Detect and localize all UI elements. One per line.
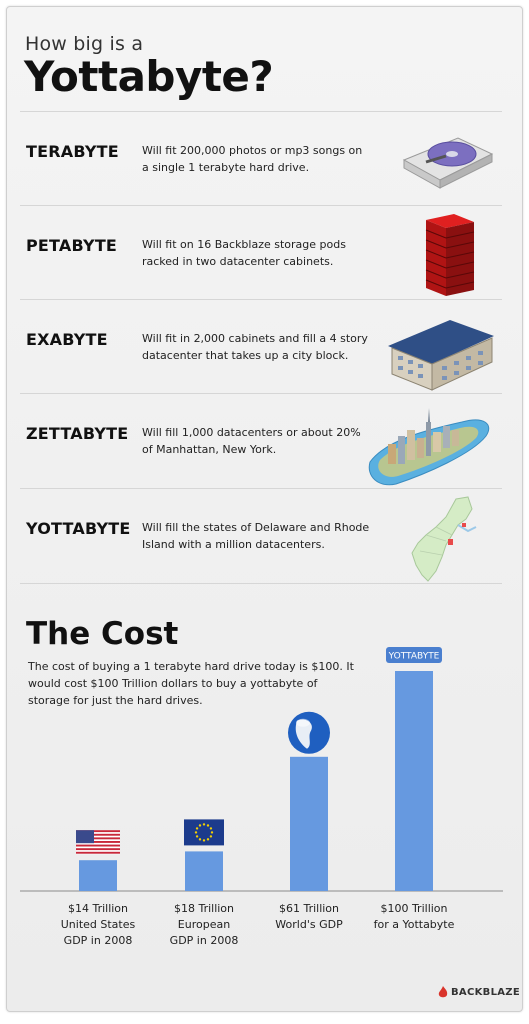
unit-row-yottabyte: YOTTABYTE Will fill the states of Delawa… (20, 488, 502, 582)
cost-bar-chart: $14 Trillion United States GDP in 2008 $18 … (20, 647, 503, 947)
unit-desc: Will fit in 2,000 cabinets and fill a 4 … (142, 332, 368, 362)
heading-subtitle: How big is a (25, 33, 144, 55)
category-label: GDP in 2008 (170, 934, 239, 947)
category-label: for a Yottabyte (374, 918, 455, 931)
unit-label: PETABYTE (26, 236, 118, 255)
manhattan-city-icon (368, 408, 490, 486)
yottabyte-badge-label: YOTTABYTE (388, 652, 440, 662)
unit-row-petabyte: PETABYTE Will fit on 16 Backblaze storag… (20, 205, 502, 299)
category-label: $14 Trillion (68, 902, 128, 915)
heading-title: Yottabyte? (24, 52, 274, 101)
category-label: GDP in 2008 (64, 934, 133, 947)
storage-pods-icon (425, 214, 475, 296)
unit-label: TERABYTE (26, 142, 119, 161)
unit-row-exabyte: EXABYTE Will fit in 2,000 cabinets and f… (20, 299, 502, 393)
flame-icon (438, 986, 448, 998)
unit-desc: Will fill the states of Delaware and Rho… (142, 521, 370, 551)
yottabyte-badge: YOTTABYTE (386, 647, 442, 663)
hard-drive-icon (402, 137, 494, 189)
cost-description: The cost of buying a 1 terabyte hard dri… (28, 660, 354, 707)
unit-desc: Will fit on 16 Backblaze storage pods ra… (142, 238, 346, 268)
chart-bar (395, 671, 433, 891)
unit-label: ZETTABYTE (26, 424, 129, 443)
brand-name: BACKBLAZE (451, 987, 520, 998)
datacenter-building-icon (388, 320, 494, 391)
unit-desc: Will fit 200,000 photos or mp3 songs on … (142, 144, 363, 174)
category-label: $18 Trillion (174, 902, 234, 915)
east-coast-map-icon (411, 496, 477, 582)
category-label: World's GDP (275, 918, 343, 931)
unit-desc: Will fill 1,000 datacenters or about 20%… (142, 426, 361, 456)
globe-icon (288, 711, 330, 754)
us-flag-icon (76, 830, 120, 855)
cost-title: The Cost (26, 616, 179, 652)
category-label: European (178, 918, 230, 931)
chart-bar (290, 756, 328, 891)
unit-row-zettabyte: ZETTABYTE Will fill 1,000 datacenters or… (20, 393, 502, 487)
category-label: $100 Trillion (380, 902, 447, 915)
unit-row-terabyte: TERABYTE Will fit 200,000 photos or mp3 … (20, 111, 502, 205)
unit-label: EXABYTE (26, 330, 108, 349)
section-divider (20, 583, 502, 584)
eu-flag-icon (184, 819, 224, 846)
chart-bar (79, 860, 117, 891)
unit-label: YOTTABYTE (26, 519, 131, 538)
backblaze-logo: BACKBLAZE (438, 986, 520, 999)
chart-bar (185, 851, 223, 891)
category-label: United States (61, 918, 136, 931)
category-label: $61 Trillion (279, 902, 339, 915)
